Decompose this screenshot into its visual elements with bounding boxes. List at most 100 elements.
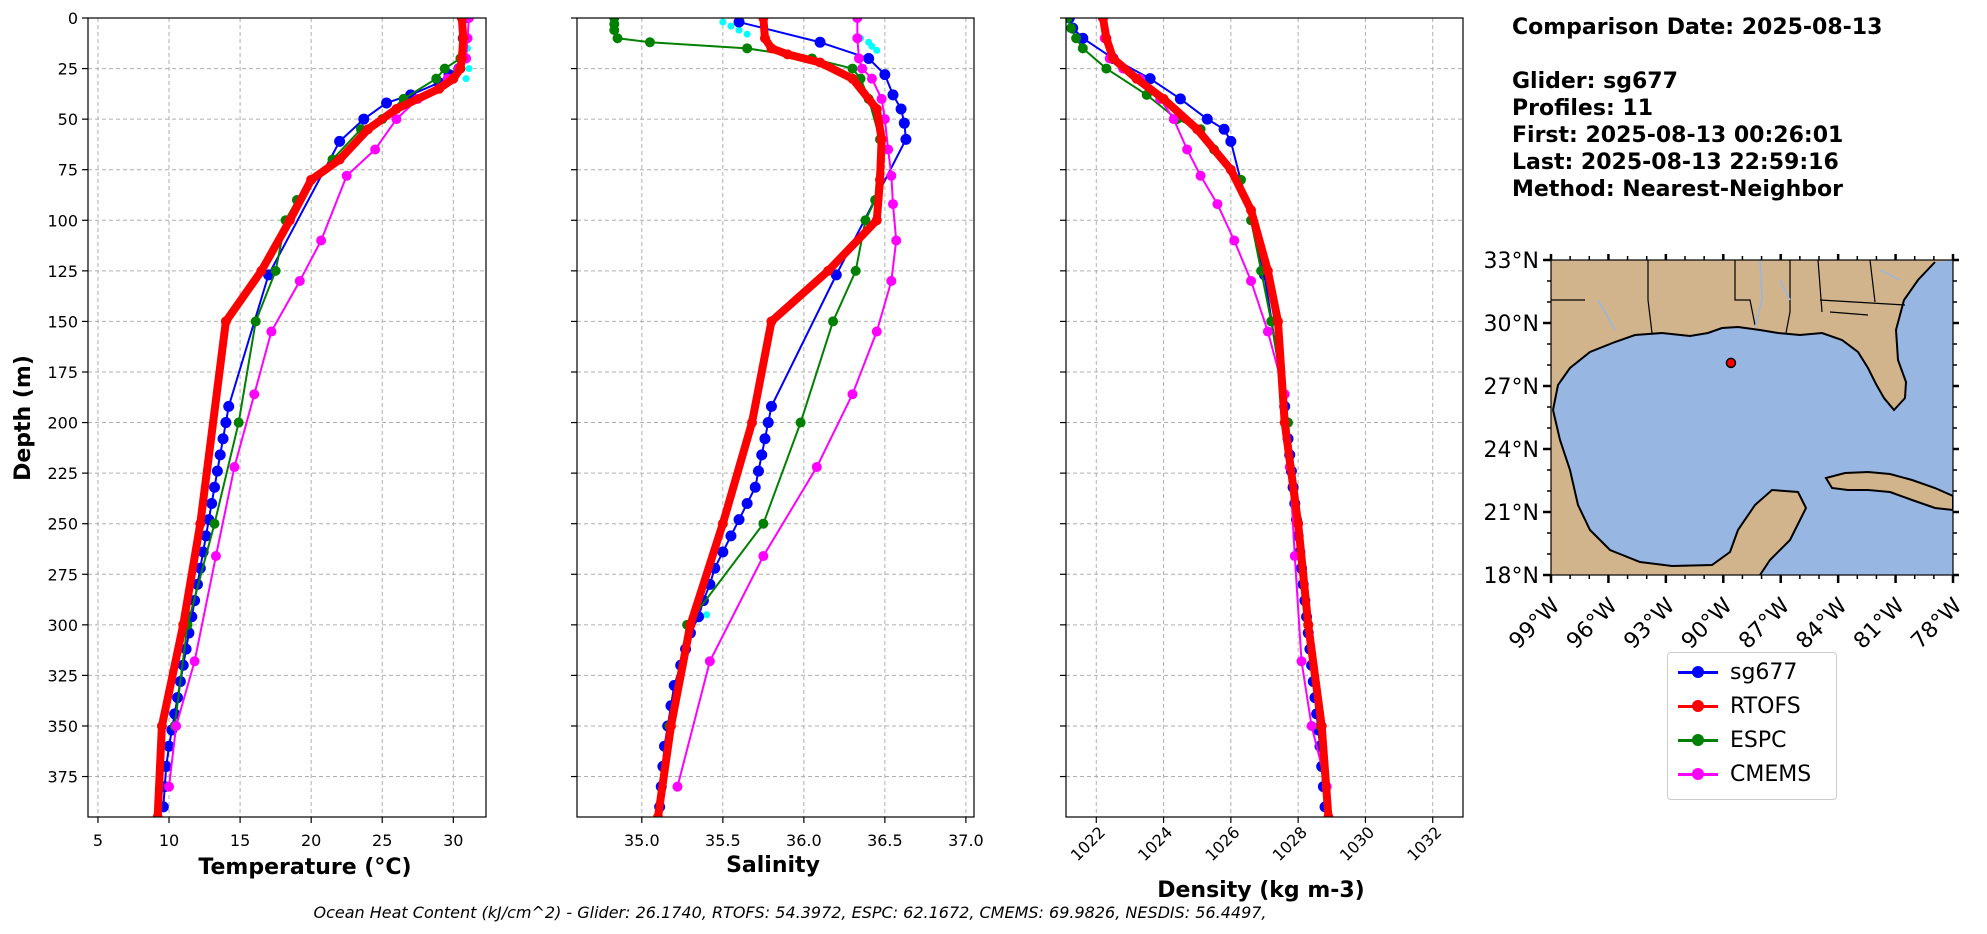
cmems-point — [758, 551, 769, 562]
rtofs-point — [871, 104, 882, 115]
sg677-raw-point — [873, 46, 881, 54]
cmems-point — [876, 93, 887, 104]
density-panel: 1022 1024 1026 1028 1030 1032 — [1060, 17, 1464, 865]
x-tick-label: 25 — [372, 831, 392, 850]
sg677-point — [887, 89, 899, 101]
temperature-panel: 5 10 15 20 25 3002550751001251501752002252502… — [47, 9, 487, 850]
rtofs-point — [1108, 53, 1119, 64]
series-group — [609, 18, 912, 817]
x-tick-label: 1032 — [1403, 823, 1445, 865]
x-tick-label: 36.5 — [867, 831, 903, 850]
y-tick-label: 150 — [47, 312, 78, 331]
cmems-point — [811, 462, 822, 473]
cmems-point — [1195, 170, 1206, 181]
y-tick-label: 325 — [47, 666, 78, 685]
cmems-point — [266, 326, 277, 337]
rtofs-point — [1272, 316, 1283, 327]
espc-point — [828, 316, 839, 327]
rtofs-point — [717, 518, 728, 529]
espc-point — [860, 215, 871, 226]
cmems-point — [1212, 199, 1223, 210]
espc-point — [742, 43, 753, 54]
espc-point — [644, 37, 655, 48]
sg677-point — [759, 433, 771, 445]
rtofs-point — [256, 265, 267, 276]
espc-point — [431, 73, 442, 84]
rtofs-point — [1131, 73, 1142, 84]
glider-location-marker — [1725, 357, 1737, 369]
lon-tick-label: 78°W — [1907, 593, 1968, 654]
y-tick-label: 350 — [47, 717, 78, 736]
plot-frame — [576, 17, 975, 818]
sg677-point — [1174, 93, 1186, 105]
sg677-point — [358, 113, 370, 125]
sg677-point — [1218, 123, 1230, 135]
espc-point — [1071, 33, 1082, 44]
y-tick-label: 225 — [47, 464, 78, 483]
comparison-date: Comparison Date: 2025-08-13 — [1512, 15, 1883, 40]
cmems-point — [171, 720, 182, 731]
y-tick-label: 25 — [58, 60, 78, 79]
sg677-raw-point — [719, 18, 727, 26]
cmems-point — [853, 53, 864, 64]
sg677-raw-point — [465, 65, 473, 73]
x-tick-label: 30 — [443, 831, 463, 850]
y-tick-label: 0 — [68, 9, 78, 28]
glider-name: Glider: sg677 — [1512, 69, 1678, 94]
cmems-point — [189, 656, 200, 667]
sg677-point — [223, 400, 235, 412]
cmems-point — [886, 275, 897, 286]
rtofs-point — [178, 619, 189, 630]
y-tick-label: 375 — [47, 768, 78, 787]
x-tick-label: 1028 — [1269, 823, 1311, 865]
plot-frame — [1065, 17, 1464, 818]
rtofs-line — [1099, 18, 1333, 817]
espc-point — [1066, 23, 1077, 34]
first-profile-time: First: 2025-08-13 00:26:01 — [1512, 123, 1844, 148]
cmems-point — [847, 389, 858, 400]
espc-point — [1066, 18, 1073, 23]
sg677-point — [381, 97, 392, 109]
espc-point — [270, 265, 281, 276]
rtofs-point — [156, 720, 167, 731]
cmems-line — [1102, 18, 1328, 787]
sg677-point — [725, 530, 737, 542]
cmems-point — [210, 551, 221, 562]
sg677-point — [209, 481, 221, 493]
lat-tick-label: 33°N — [1484, 249, 1539, 274]
sg677-raw-point — [735, 26, 743, 34]
cmems-point — [852, 33, 863, 44]
cmems-point — [866, 73, 877, 84]
rtofs-point — [1101, 33, 1112, 44]
sg677-point — [863, 52, 875, 64]
x-tick-label: 1026 — [1201, 823, 1243, 865]
sg677-raw-point — [703, 611, 711, 619]
map-coastline — [1552, 261, 1936, 575]
lon-tick-label: 90°W — [1677, 593, 1738, 654]
y-tick-label: 175 — [47, 363, 78, 382]
cmems-point — [1262, 326, 1273, 337]
x-tick-label: 35.5 — [705, 831, 741, 850]
sg677-point — [217, 433, 229, 445]
rtofs-point — [391, 104, 402, 115]
sg677-point — [214, 449, 226, 461]
legend: sg677 RTOFS ESPC CMEMS — [1667, 652, 1837, 800]
rtofs-point — [1225, 164, 1236, 175]
salinity-panel: 35.0 35.5 36.0 36.5 37.0 — [571, 17, 984, 850]
rtofs-point — [1192, 124, 1203, 135]
x-tick-label: 15 — [230, 831, 250, 850]
sg677-line — [162, 18, 466, 807]
espc-point — [439, 63, 450, 74]
lat-tick-label: 18°N — [1484, 564, 1539, 589]
rtofs-point — [758, 18, 769, 23]
rtofs-point — [152, 812, 163, 817]
sg677-point — [830, 269, 842, 281]
sg677-raw-point — [868, 42, 876, 50]
sg677-point — [898, 117, 910, 129]
cmems-point — [1168, 114, 1179, 125]
y-tick-label: 50 — [58, 110, 78, 129]
y-tick-label: 75 — [58, 161, 78, 180]
y-tick-label: 125 — [47, 262, 78, 281]
rtofs-point — [1279, 417, 1290, 428]
sg677-point — [717, 546, 729, 558]
